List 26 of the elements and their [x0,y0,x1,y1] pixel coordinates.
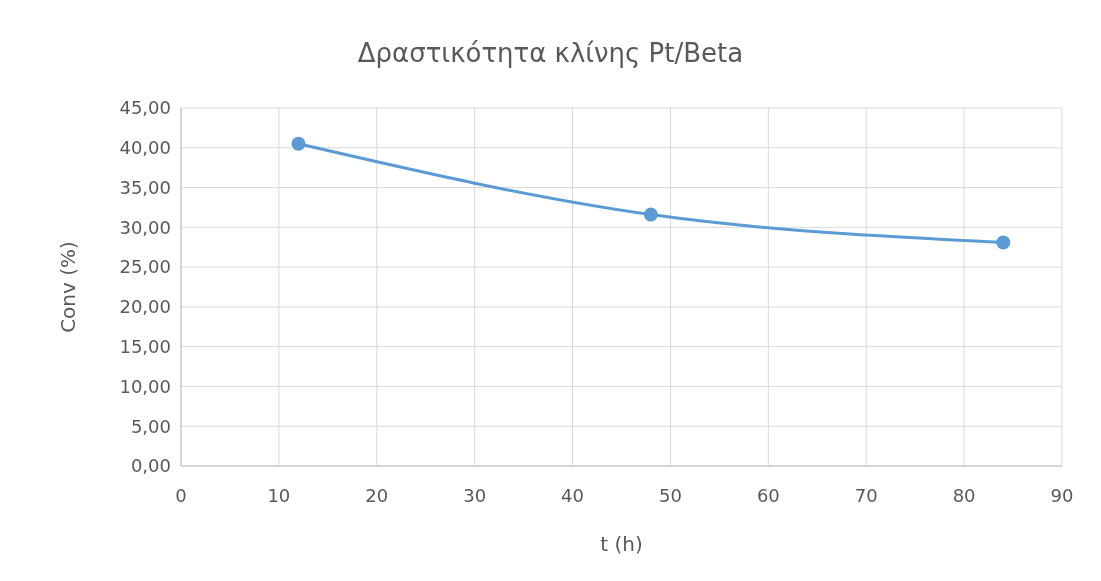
x-tick-label: 40 [561,485,585,506]
x-tick-label: 0 [175,485,187,506]
y-tick-label: 45,00 [119,97,171,119]
y-tick-label: 40,00 [119,137,171,159]
point [643,207,658,222]
chart-title: Δραστικότητα κλίνης Pt/Beta [357,38,744,68]
point [996,235,1011,250]
y-tick-label: 10,00 [119,375,171,397]
x-tick-label: 80 [952,485,976,506]
y-tick-label: 20,00 [119,296,171,318]
x-tick-label: 70 [854,485,878,506]
x-tick-label: 20 [365,485,389,506]
x-axis-title: t (h) [600,532,643,556]
y-tick-label: 35,00 [119,176,171,198]
y-tick-label: 5,00 [130,415,171,437]
y-axis-title: Conv (%) [56,241,80,333]
x-tick-label: 90 [1050,485,1074,506]
x-tick-label: 60 [756,485,780,506]
y-tick-label: 0,00 [130,455,171,477]
y-tick-label: 25,00 [119,256,171,278]
y-tick-label: 15,00 [119,335,171,357]
point [291,136,306,151]
x-tick-label: 10 [267,485,291,506]
x-tick-label: 30 [463,485,487,506]
x-tick-label: 50 [658,485,682,506]
y-tick-label: 30,00 [119,216,171,238]
